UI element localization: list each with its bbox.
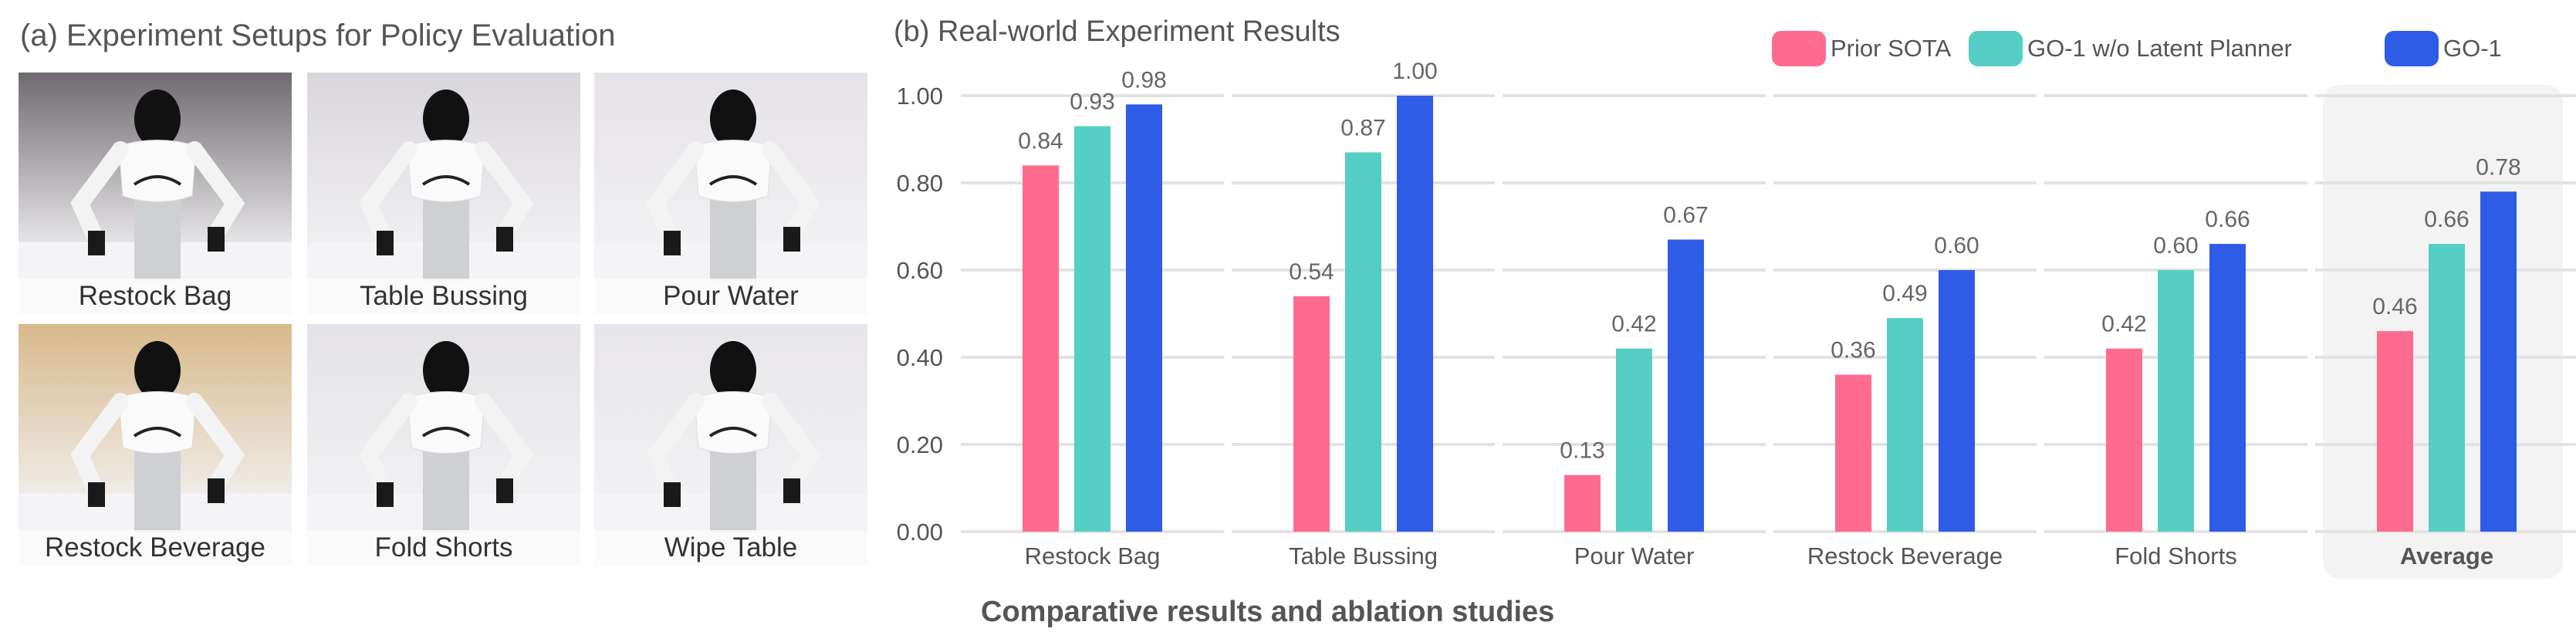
y-tick-label: 0.60 [897,257,943,284]
legend-item: GO-1 w/o Latent Planner [1969,31,2292,66]
data-label: 0.49 [1882,281,1927,306]
photo-label-band: Restock Beverage [19,530,292,566]
data-label: 0.54 [1289,259,1334,285]
photo-label-band: Restock Bag [19,279,292,314]
photo-fold-shorts: Fold Shorts [307,324,580,566]
photo-label: Fold Shorts [374,532,513,563]
bar [1074,126,1111,532]
photo-label: Restock Beverage [45,532,265,563]
legend-item: Prior SOTA [1772,31,1951,66]
photo-restock-bag: Restock Bag [19,73,292,314]
data-label: 1.00 [1392,59,1437,84]
data-label: 0.78 [2476,154,2520,180]
bar [1345,152,1381,532]
bar [2377,331,2413,532]
data-label: 0.67 [1663,202,1708,228]
bar [1126,104,1162,532]
data-label: 0.60 [1934,233,1979,258]
photo-label-band: Fold Shorts [307,530,580,566]
data-label: 0.93 [1070,90,1114,115]
bar [2429,244,2465,532]
y-tick-label: 0.00 [897,519,943,546]
legend-swatch [1969,31,2023,66]
photo-label-band: Table Bussing [307,279,580,314]
bar [1293,296,1330,532]
legend-swatch [2385,31,2439,66]
bar [1939,270,1975,532]
chart-caption: Comparative results and ablation studies [981,596,1555,628]
photo-table-bussing: Table Bussing [307,73,580,314]
data-label: 0.60 [2153,233,2198,258]
y-tick-label: 0.20 [897,431,943,458]
x-tick-label: Restock Bag [1025,542,1161,569]
panel-b-title: (b) Real-world Experiment Results [894,15,1340,48]
bar [1668,239,1704,532]
data-label: 0.42 [2101,312,2146,337]
data-label: 0.66 [2424,207,2469,232]
photo-label-band: Wipe Table [594,530,867,566]
photo-label-band: Pour Water [594,279,867,314]
data-label: 0.42 [1611,312,1656,337]
legend-label: Prior SOTA [1831,35,1952,62]
legend-label: GO-1 w/o Latent Planner [2027,35,2292,62]
photo-label: Restock Bag [78,281,232,311]
panel-a-title: (a) Experiment Setups for Policy Evaluat… [20,19,616,52]
bar [1023,165,1059,532]
data-label: 0.87 [1340,115,1385,140]
data-label: 0.84 [1018,128,1063,154]
photo-label: Pour Water [663,281,799,311]
bar [2158,270,2194,532]
bar [1887,318,1923,532]
bar [2209,244,2246,532]
y-tick-label: 0.80 [897,170,943,197]
data-label: 0.46 [2372,294,2417,319]
x-tick-label: Restock Beverage [1807,542,2003,569]
data-label: 0.98 [1121,67,1166,93]
robot-illustration [19,90,292,314]
legend-item: GO-1 [2385,31,2502,66]
x-tick-label: Pour Water [1574,542,1695,569]
y-tick-label: 1.00 [897,83,943,110]
bar [2106,348,2142,532]
bar [1835,374,1871,532]
legend-label: GO-1 [2443,35,2502,62]
data-label: 0.66 [2205,207,2250,232]
photo-wipe-table: Wipe Table [594,324,867,566]
data-label: 0.36 [1831,338,1875,363]
bar [1616,348,1652,532]
bar [1564,475,1601,532]
photo-restock-beverage: Restock Beverage [19,324,292,566]
x-tick-label: Table Bussing [1289,542,1438,569]
data-label: 0.13 [1560,438,1604,464]
x-tick-label: Fold Shorts [2115,542,2237,569]
robot-illustration [594,341,867,566]
x-tick-label: Average [2400,542,2493,569]
photo-pour-water: Pour Water [594,73,867,314]
y-tick-label: 0.40 [897,344,943,371]
photo-label: Table Bussing [360,281,528,311]
bar [1397,96,1433,532]
legend-swatch [1772,31,1826,66]
bar [2480,191,2517,532]
photo-label: Wipe Table [664,532,798,563]
